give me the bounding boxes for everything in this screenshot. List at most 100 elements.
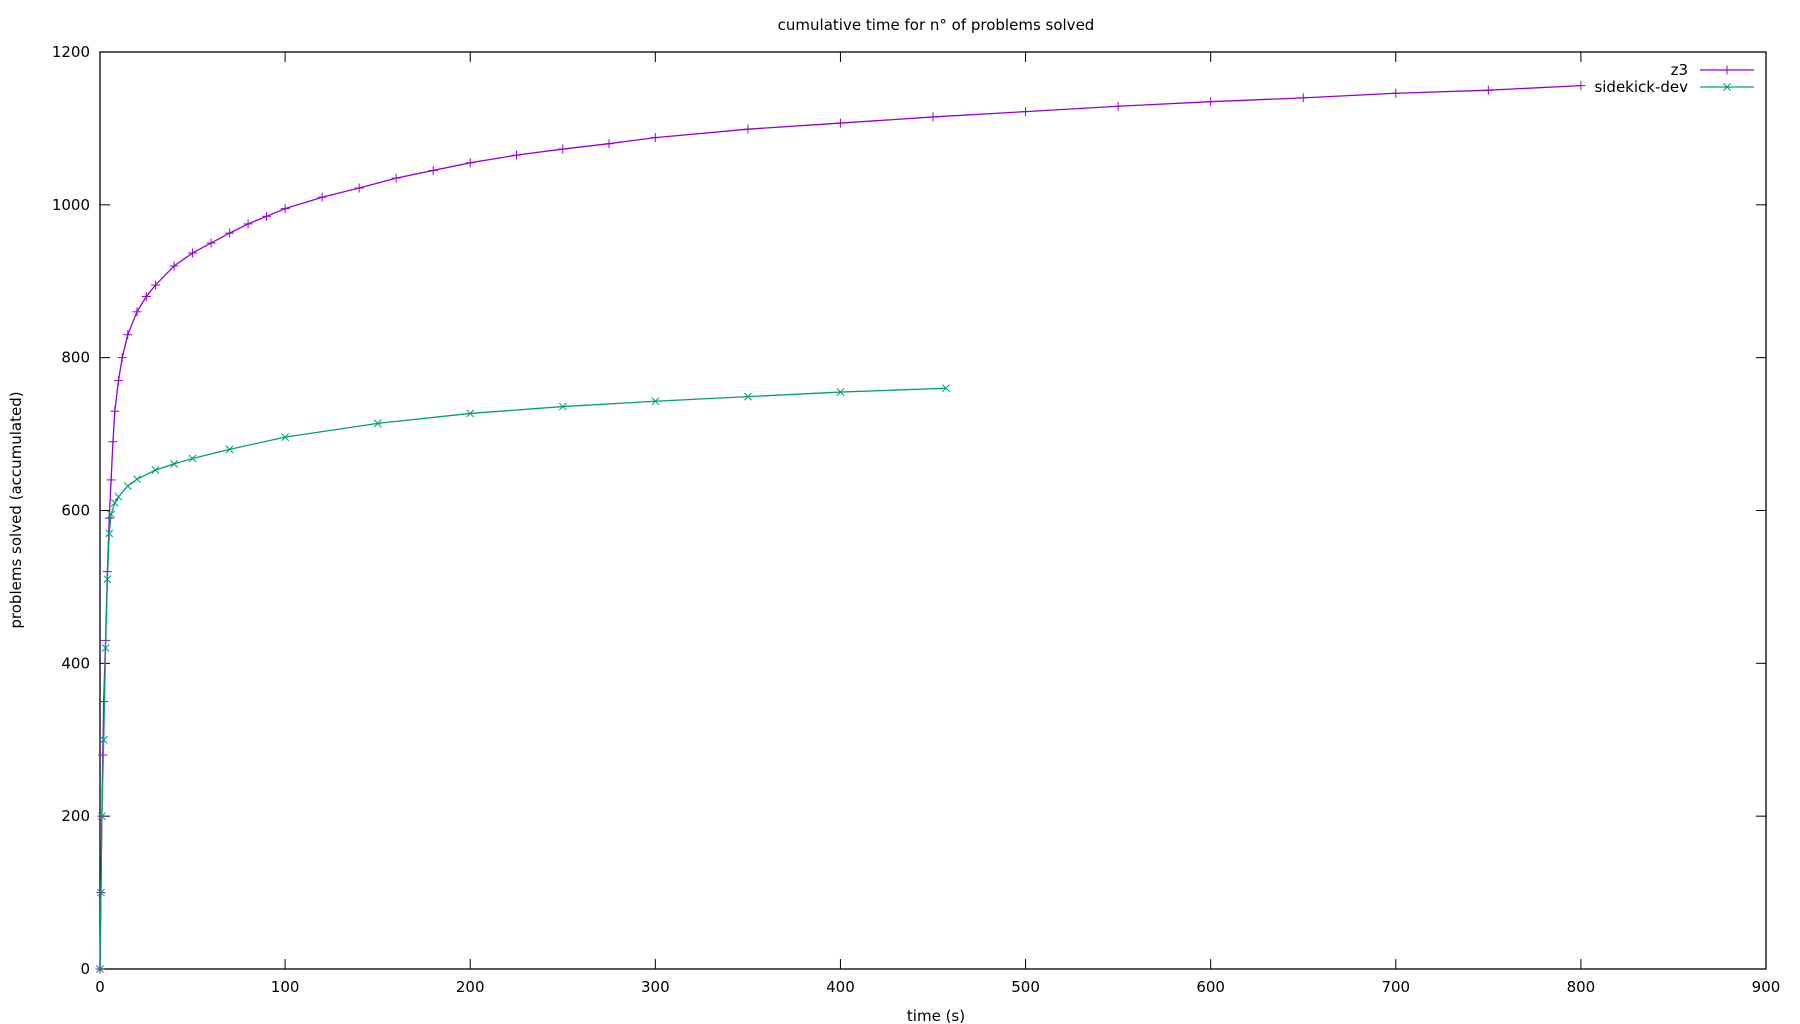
data-point: [281, 433, 290, 442]
marker-stroke: [942, 384, 950, 393]
data-point: [650, 133, 660, 143]
data-point: [428, 165, 438, 175]
data-point: [835, 118, 845, 128]
data-point: [123, 330, 133, 340]
data-point: [132, 307, 142, 317]
x-tick-label: 0: [95, 978, 105, 996]
data-point: [188, 454, 197, 463]
data-point: [743, 392, 752, 401]
data-point: [105, 529, 114, 538]
data-point: [317, 192, 327, 202]
data-point: [107, 510, 116, 519]
series-z3: [95, 81, 1586, 974]
marker-stroke: [114, 492, 123, 501]
data-point: [942, 384, 950, 393]
data-point: [104, 513, 114, 523]
data-point: [1391, 88, 1401, 98]
marker-stroke: [466, 409, 475, 418]
data-point: [743, 124, 753, 134]
y-tick-label: 800: [61, 349, 90, 367]
series-layer: [95, 81, 1586, 974]
data-point: [99, 735, 108, 744]
marker-stroke: [836, 388, 845, 397]
data-point: [99, 697, 109, 707]
y-tick-label: 600: [61, 502, 90, 520]
chart-title: cumulative time for n° of problems solve…: [778, 16, 1095, 34]
data-point: [108, 437, 118, 447]
marker-stroke: [558, 402, 567, 411]
marker-stroke: [107, 510, 116, 519]
data-point: [110, 406, 120, 416]
data-point: [354, 183, 364, 193]
data-point: [262, 211, 272, 221]
data-point: [928, 112, 938, 122]
marker-stroke: [225, 445, 234, 454]
x-tick-label: 700: [1381, 978, 1410, 996]
legend-label: z3: [1671, 61, 1688, 79]
data-point: [1206, 97, 1216, 107]
marker-stroke: [123, 482, 132, 491]
data-point: [123, 482, 132, 491]
data-point: [1021, 107, 1031, 117]
marker-stroke: [101, 644, 110, 653]
data-point: [96, 888, 105, 897]
data-point: [114, 492, 123, 501]
data-point: [101, 644, 110, 653]
data-point: [466, 409, 475, 418]
data-point: [1576, 81, 1586, 91]
data-point: [225, 445, 234, 454]
plot-border: [99, 51, 1767, 970]
data-point: [117, 353, 127, 363]
marker-stroke: [1723, 83, 1731, 91]
y-tick-label: 400: [61, 654, 90, 672]
x-tick-label: 400: [826, 978, 855, 996]
data-point: [96, 965, 104, 973]
marker-stroke: [103, 575, 112, 584]
plot-area: [99, 51, 1767, 970]
x-axis-label: time (s): [907, 1007, 965, 1024]
data-point: [836, 388, 845, 397]
x-tick-label: 900: [1752, 978, 1781, 996]
marker-stroke: [281, 433, 290, 442]
data-point: [391, 173, 401, 183]
series-sidekick-dev: [96, 384, 950, 973]
series-line: [99, 387, 946, 970]
data-point: [1483, 85, 1493, 95]
data-point: [558, 144, 568, 154]
data-point: [206, 238, 216, 248]
marker-stroke: [651, 397, 660, 406]
marker-stroke: [743, 392, 752, 401]
legend-label: sidekick-dev: [1594, 78, 1688, 96]
legend-marker: [1722, 65, 1732, 75]
data-point: [512, 150, 521, 160]
data-point: [97, 812, 106, 821]
marker-stroke: [188, 454, 197, 463]
marker-stroke: [105, 529, 114, 538]
data-point: [558, 402, 567, 411]
marker-stroke: [99, 735, 108, 744]
data-point: [114, 376, 124, 386]
data-point: [280, 204, 290, 214]
y-tick-label: 1000: [52, 196, 90, 214]
marker-stroke: [170, 459, 178, 468]
data-point: [1298, 93, 1308, 103]
data-point: [133, 475, 141, 484]
data-point: [465, 158, 475, 168]
data-point: [243, 219, 253, 229]
x-tick-label: 800: [1567, 978, 1596, 996]
data-point: [151, 466, 160, 474]
y-tick-label: 200: [61, 807, 90, 825]
y-tick-label: 1200: [52, 43, 90, 61]
data-point: [106, 475, 116, 485]
y-axis-label: problems solved (accumulated): [7, 391, 25, 628]
data-point: [141, 292, 151, 302]
marker-stroke: [133, 475, 141, 484]
data-point: [110, 498, 119, 507]
data-point: [373, 419, 382, 428]
x-tick-label: 500: [1011, 978, 1040, 996]
data-point: [651, 397, 660, 406]
marker-stroke: [110, 498, 119, 507]
y-tick-label: 0: [80, 960, 90, 978]
series-line: [99, 84, 1581, 970]
